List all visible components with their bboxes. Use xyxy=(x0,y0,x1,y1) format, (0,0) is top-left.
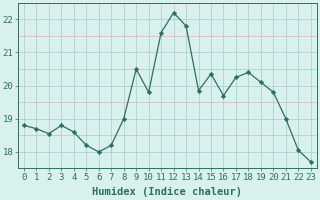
X-axis label: Humidex (Indice chaleur): Humidex (Indice chaleur) xyxy=(92,187,242,197)
